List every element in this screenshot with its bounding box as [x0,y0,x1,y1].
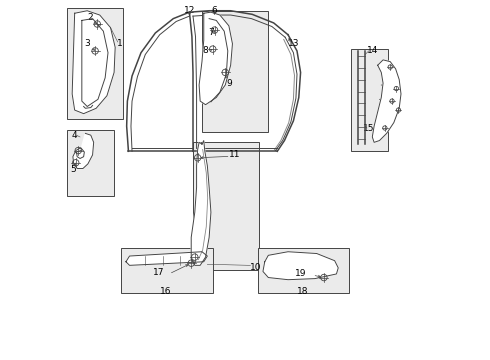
Text: 12: 12 [184,6,195,15]
Text: 18: 18 [296,287,308,296]
Text: 11: 11 [228,150,240,159]
Text: 16: 16 [160,287,172,296]
Polygon shape [191,140,211,265]
Text: 3: 3 [84,39,90,48]
Text: 19: 19 [295,269,306,278]
Polygon shape [372,60,401,142]
Polygon shape [73,134,94,168]
FancyBboxPatch shape [202,12,269,132]
Polygon shape [72,11,115,114]
FancyBboxPatch shape [68,130,114,196]
Text: 2: 2 [87,13,93,22]
Text: 15: 15 [363,123,374,132]
FancyBboxPatch shape [351,49,389,151]
FancyBboxPatch shape [258,248,349,293]
Text: 1: 1 [117,39,122,48]
FancyBboxPatch shape [193,142,259,270]
Text: 7: 7 [208,28,214,37]
FancyBboxPatch shape [68,8,123,119]
Text: 14: 14 [367,46,378,55]
Polygon shape [126,252,207,265]
Text: 17: 17 [153,268,165,277]
Text: 4: 4 [72,131,77,140]
Text: 9: 9 [226,79,232,88]
FancyBboxPatch shape [122,248,213,293]
Text: 13: 13 [288,39,299,48]
Text: 10: 10 [250,264,262,273]
Polygon shape [199,12,232,105]
Text: 6: 6 [212,6,218,15]
Text: 5: 5 [71,165,76,174]
Polygon shape [263,252,338,280]
Text: 8: 8 [202,46,208,55]
